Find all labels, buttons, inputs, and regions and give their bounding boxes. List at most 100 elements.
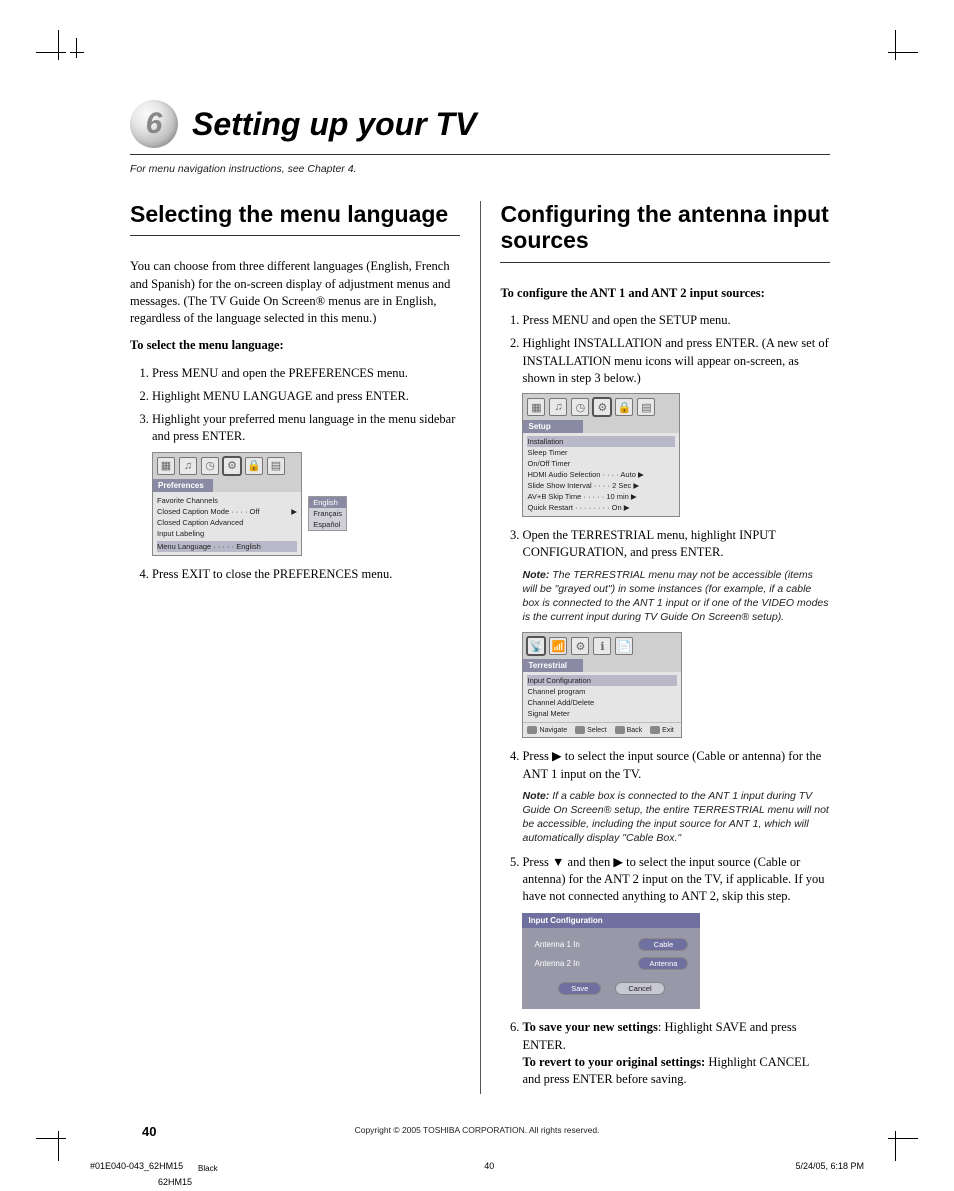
horizontal-rule [130, 154, 830, 155]
step-item: Open the TERRESTRIAL menu, highlight INP… [522, 527, 830, 562]
step-item: To save your new settings: Highlight SAV… [522, 1019, 830, 1088]
section-heading: Configuring the antenna input sources [500, 201, 830, 254]
right-arrow-icon: ▶ [613, 855, 623, 869]
submenu-item-selected: English [309, 497, 346, 508]
hint-label: Exit [662, 727, 674, 734]
menu-row-label: Quick Restart · · · · · · · · On ▶ [527, 503, 629, 512]
menu-row: Closed Caption Advanced [157, 517, 297, 528]
copyright-text: Copyright © 2005 TOSHIBA CORPORATION. Al… [0, 1125, 954, 1135]
language-submenu: English Français Español [308, 496, 347, 531]
menu-row-label: HDMI Audio Selection · · · · Auto ▶ [527, 470, 643, 479]
input-config-row: Antenna 1 In Cable [534, 938, 688, 951]
crop-mark [36, 52, 66, 53]
crop-mark [58, 30, 59, 60]
menu-tab-label: Setup [523, 420, 583, 433]
footer-color-label: Black [198, 1164, 218, 1173]
menu-body: Installation Sleep Timer On/Off Timer HD… [523, 433, 679, 516]
sub-heading: To select the menu language: [130, 337, 460, 354]
step-list: Open the TERRESTRIAL menu, highlight INP… [500, 527, 830, 562]
hint-exit: Exit [650, 726, 674, 734]
step-list: Press MENU and open the PREFERENCES menu… [130, 365, 460, 446]
hint-label: Navigate [539, 727, 567, 734]
picture-icon: ▦ [157, 457, 175, 475]
menu-row: Channel Add/Delete [527, 697, 677, 708]
menu-tab-label: Terrestrial [523, 659, 583, 672]
footer-page-num: 40 [484, 1161, 494, 1171]
input-config-buttons: Save Cancel [534, 982, 688, 995]
crop-mark [70, 52, 84, 53]
menu-row-value: ▶ [291, 507, 297, 516]
two-column-layout: Selecting the menu language You can choo… [130, 201, 830, 1094]
step-bold-text: To save your new settings [522, 1020, 657, 1034]
apps-icon: ▤ [267, 457, 285, 475]
menu-row-selected: Input Configuration [527, 675, 677, 686]
menu-body: Input Configuration Channel program Chan… [523, 672, 681, 722]
step-item: Press ▼ and then ▶ to select the input s… [522, 854, 830, 906]
hint-label: Back [627, 727, 643, 734]
menu-icon-row: ▦ ♫ ◷ ⚙ 🔒 ▤ [523, 394, 679, 420]
menu-icon-row: 📡 📶 ⚙ ℹ 📄 [523, 633, 681, 659]
preferences-menu-screenshot: ▦ ♫ ◷ ⚙ 🔒 ▤ Preferences Favorite Channel… [152, 452, 302, 556]
menu-body: Favorite Channels Closed Caption Mode · … [153, 492, 301, 555]
menu-row-label: Slide Show Interval · · · · 2 Sec ▶ [527, 481, 639, 490]
menu-row-label: Channel program [527, 687, 585, 696]
footer-file-name: #01E040-043_62HM15 [90, 1161, 183, 1171]
enter-icon [575, 726, 585, 734]
page-content: 6 Setting up your TV For menu navigation… [130, 100, 830, 1094]
step-list: Press ▼ and then ▶ to select the input s… [500, 854, 830, 906]
step-text: Press [522, 855, 552, 869]
step-item: Highlight INSTALLATION and press ENTER. … [522, 335, 830, 387]
crop-mark [58, 1131, 59, 1161]
nav-hints: Navigate Select Back Exit [523, 722, 681, 737]
antenna-label: Antenna 2 In [534, 959, 579, 968]
menu-icon-row: ▦ ♫ ◷ ⚙ 🔒 ▤ [153, 453, 301, 479]
step-list: Press MENU and open the SETUP menu. High… [500, 312, 830, 387]
step-list: Press ▶ to select the input source (Cabl… [500, 748, 830, 783]
menu-row-label: Input Labeling [157, 529, 204, 538]
crop-mark [76, 38, 77, 58]
hint-navigate: Navigate [527, 726, 567, 734]
timer-icon: ◷ [201, 457, 219, 475]
menu-row: Quick Restart · · · · · · · · On ▶ [527, 502, 675, 513]
menu-row-label: Sleep Timer [527, 448, 567, 457]
apps-icon: ▤ [637, 398, 655, 416]
back-icon [615, 726, 625, 734]
hint-back: Back [615, 726, 643, 734]
step-item: Press EXIT to close the PREFERENCES menu… [152, 566, 460, 583]
crop-mark [895, 30, 896, 60]
signal-icon: 📶 [549, 637, 567, 655]
menu-row-label: Installation [527, 437, 563, 446]
menu-row-label: Channel Add/Delete [527, 698, 594, 707]
menu-row-selected: Installation [527, 436, 675, 447]
lock-icon: 🔒 [615, 398, 633, 416]
hint-label: Select [587, 727, 606, 734]
down-arrow-icon: ▼ [552, 855, 564, 869]
note-text: The TERRESTRIAL menu may not be accessib… [522, 569, 828, 624]
doc-icon: 📄 [615, 637, 633, 655]
menu-row-label: Input Configuration [527, 676, 590, 685]
menu-row: Closed Caption Mode · · · · Off▶ [157, 506, 297, 517]
save-button: Save [558, 982, 601, 995]
step-text: Press [522, 749, 552, 763]
chapter-title: Setting up your TV [192, 106, 476, 143]
crop-mark [36, 1138, 66, 1139]
intro-paragraph: You can choose from three different lang… [130, 258, 460, 327]
setup-menu-screenshot: ▦ ♫ ◷ ⚙ 🔒 ▤ Setup Installation Sleep Tim… [522, 393, 680, 517]
menu-row: AV+B Skip Time · · · · · 10 min ▶ [527, 491, 675, 502]
audio-icon: ♫ [549, 398, 567, 416]
antenna-value-pill: Cable [638, 938, 688, 951]
lock-icon: 🔒 [245, 457, 263, 475]
menu-row-label: Menu Language · · · · · English [157, 542, 261, 551]
hint-select: Select [575, 726, 606, 734]
settings-icon: ⚙ [571, 637, 589, 655]
menu-row-selected: Menu Language · · · · · English [157, 541, 297, 552]
step-bold-text: To revert to your original settings: [522, 1055, 705, 1069]
horizontal-rule [130, 235, 460, 236]
step-item: Press ▶ to select the input source (Cabl… [522, 748, 830, 783]
chapter-header: 6 Setting up your TV [130, 100, 830, 148]
sub-heading: To configure the ANT 1 and ANT 2 input s… [500, 285, 830, 302]
crop-mark [888, 1138, 918, 1139]
menu-row-label: AV+B Skip Time · · · · · 10 min ▶ [527, 492, 636, 501]
menu-tab-label: Preferences [153, 479, 213, 492]
menu-row: HDMI Audio Selection · · · · Auto ▶ [527, 469, 675, 480]
